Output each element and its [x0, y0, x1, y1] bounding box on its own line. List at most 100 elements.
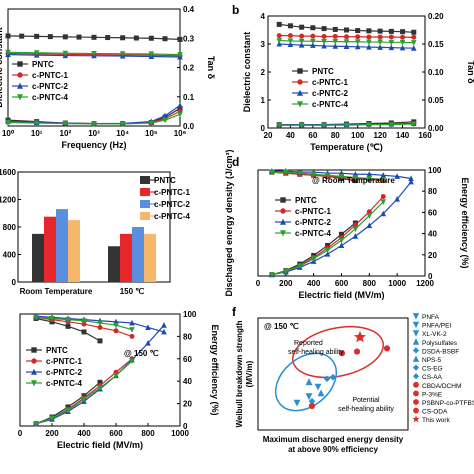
- data-point: [400, 34, 406, 40]
- y2-tick-label: 0.1: [183, 93, 195, 102]
- data-point: [310, 25, 316, 31]
- legend-label: c-PNTC-2: [154, 200, 191, 209]
- series-line: [271, 181, 412, 276]
- x-tick-label: 10⁵: [145, 129, 158, 138]
- data-point: [91, 50, 97, 57]
- data-point: [276, 33, 282, 39]
- data-point: [329, 373, 337, 381]
- data-point: [145, 340, 151, 346]
- x-tick-label: 10²: [60, 129, 72, 138]
- x-tick-label: 80: [331, 131, 340, 140]
- data-point: [33, 314, 39, 321]
- data-point: [324, 247, 331, 254]
- data-point: [310, 171, 317, 178]
- y2-tick-label: 60: [183, 355, 192, 364]
- data-point: [5, 49, 11, 56]
- y-tick-label: 1600: [0, 168, 17, 177]
- data-point: [33, 120, 40, 127]
- y2-axis-label: Tan δ: [466, 60, 474, 84]
- legend-marker: [31, 358, 37, 364]
- data-point: [33, 50, 40, 56]
- data-point: [287, 33, 293, 39]
- x-tick-label: 100: [351, 131, 365, 140]
- data-point: [97, 320, 103, 327]
- data-point: [5, 33, 11, 39]
- series-line: [7, 113, 181, 125]
- legend-label: c-PNTC-2: [295, 218, 332, 227]
- legend-label: c-PNTC-2: [312, 89, 349, 98]
- y-tick-label: 1200: [0, 196, 17, 205]
- bar: [108, 246, 120, 282]
- legend: PNTC c-PNTC-1 c-PNTC-2 c-PNTC-4: [275, 196, 332, 238]
- x-tick-label: 0: [256, 279, 261, 288]
- data-point: [76, 34, 82, 40]
- y-axis-label: Dielectric constant: [0, 27, 4, 108]
- data-point: [366, 39, 372, 46]
- data-point: [394, 196, 400, 202]
- legend-marker: [297, 79, 303, 85]
- data-point: [380, 194, 386, 199]
- data-point: [408, 175, 414, 181]
- callout-reported: Reported: [294, 340, 323, 347]
- data-point: [305, 378, 313, 386]
- legend-marker: [296, 101, 304, 108]
- data-point: [49, 415, 55, 422]
- data-point: [34, 33, 40, 39]
- data-point: [276, 40, 283, 47]
- legend-marker: [412, 364, 420, 371]
- y2-tick-label: 0: [428, 272, 433, 281]
- data-point: [383, 345, 391, 352]
- data-point: [177, 111, 183, 118]
- data-point: [298, 42, 305, 48]
- data-point: [283, 169, 289, 176]
- chart-energy-room-temperature: 0 200 400 600 800 1000 1200020406080100Electri…: [224, 149, 470, 300]
- x-tick-label: 1000: [171, 429, 189, 438]
- bar: [56, 209, 68, 282]
- data-point: [410, 40, 417, 46]
- data-point: [380, 199, 387, 205]
- data-point: [354, 39, 361, 45]
- legend-marker: [31, 347, 37, 353]
- annotation-label: @ Room Temperature: [312, 176, 395, 185]
- data-point: [283, 268, 289, 275]
- legend-marker: [279, 218, 287, 225]
- data-point: [269, 272, 275, 278]
- data-point: [113, 328, 119, 334]
- y-tick-label: 0: [12, 278, 17, 287]
- data-point: [97, 338, 103, 344]
- data-point: [133, 35, 139, 41]
- data-point: [399, 39, 406, 46]
- legend-marker: [17, 61, 23, 67]
- y2-tick-label: 0.10: [428, 68, 444, 77]
- data-point: [62, 121, 69, 127]
- data-point: [408, 178, 414, 185]
- data-point: [354, 43, 361, 50]
- data-point: [332, 26, 338, 32]
- data-point: [366, 175, 373, 182]
- x-tick-label: 10⁴: [116, 129, 129, 138]
- data-point: [129, 333, 135, 339]
- y-tick-label: 800: [3, 223, 17, 232]
- data-point: [162, 117, 168, 124]
- y2-tick-label: 100: [428, 166, 442, 175]
- data-point: [298, 38, 305, 45]
- data-point: [177, 102, 183, 109]
- series-line: [35, 381, 101, 425]
- y2-tick-label: 80: [428, 187, 437, 196]
- data-point: [287, 41, 294, 48]
- legend-label: c-PNTC-4: [46, 379, 83, 388]
- legend-label: NPS-5: [422, 357, 442, 364]
- data-point: [276, 122, 283, 129]
- legend-swatch: [140, 200, 150, 208]
- data-point: [338, 173, 345, 180]
- legend-label: XL-VK-2: [422, 331, 447, 338]
- data-point: [105, 35, 111, 41]
- data-point: [388, 44, 395, 51]
- data-point: [344, 34, 349, 40]
- bar: [68, 220, 80, 282]
- potential-ellipse: [274, 352, 338, 412]
- data-point: [332, 38, 339, 45]
- legend-marker: [412, 415, 420, 423]
- y2-tick-label: 0: [183, 422, 188, 431]
